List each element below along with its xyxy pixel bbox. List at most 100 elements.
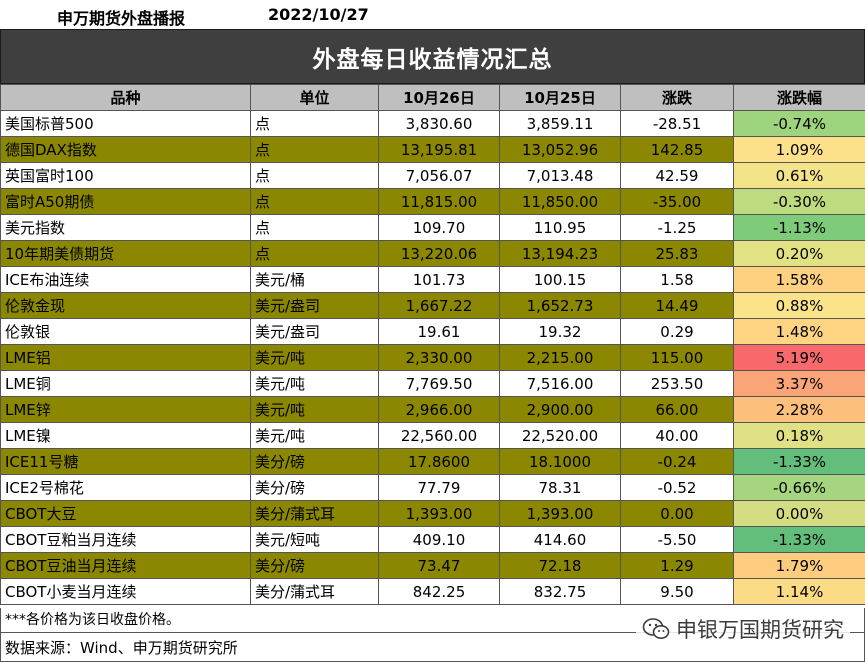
table-row: CBOT小麦当月连续 美分/蒲式耳 842.25 832.75 9.50 1.14% (0, 578, 865, 605)
price-oct26-cell: 842.25 (378, 578, 500, 605)
change-cell: 0.29 (620, 318, 734, 345)
product-name-cell: CBOT豆粕当月连续 (0, 526, 251, 553)
unit-cell: 点 (250, 162, 379, 189)
price-oct25-cell: 11,850.00 (499, 188, 621, 215)
change-cell: 253.50 (620, 370, 734, 397)
product-name-cell: CBOT小麦当月连续 (0, 578, 251, 605)
change-pct-cell: 1.58% (733, 266, 865, 293)
watermark-text: 申银万国期货研究 (676, 618, 844, 642)
price-oct26-cell: 73.47 (378, 552, 500, 579)
change-pct-cell: -1.33% (733, 448, 865, 475)
unit-cell: 美分/磅 (250, 448, 379, 475)
unit-cell: 美元/桶 (250, 266, 379, 293)
change-pct-cell: 1.14% (733, 578, 865, 605)
change-cell: 25.83 (620, 240, 734, 267)
change-cell: 66.00 (620, 396, 734, 423)
unit-cell: 美元/盎司 (250, 292, 379, 319)
unit-cell: 美分/磅 (250, 552, 379, 579)
unit-cell: 美元/吨 (250, 422, 379, 449)
price-oct25-cell: 13,194.23 (499, 240, 621, 267)
table-row: ICE布油连续 美元/桶 101.73 100.15 1.58 1.58% (0, 266, 865, 293)
change-pct-cell: 3.37% (733, 370, 865, 397)
price-oct25-cell: 100.15 (499, 266, 621, 293)
unit-cell: 点 (250, 136, 379, 163)
price-oct26-cell: 409.10 (378, 526, 500, 553)
change-cell: -0.52 (620, 474, 734, 501)
col-header-oct26: 10月26日 (378, 84, 500, 111)
product-name-cell: 德国DAX指数 (0, 136, 251, 163)
change-cell: 1.58 (620, 266, 734, 293)
unit-cell: 美元/吨 (250, 396, 379, 423)
unit-cell: 美分/蒲式耳 (250, 578, 379, 605)
change-pct-cell: -0.30% (733, 188, 865, 215)
product-name-cell: 美元指数 (0, 214, 251, 241)
change-cell: 115.00 (620, 344, 734, 371)
product-name-cell: 伦敦银 (0, 318, 251, 345)
product-name-cell: 10年期美债期货 (0, 240, 251, 267)
price-oct25-cell: 110.95 (499, 214, 621, 241)
price-oct25-cell: 3,859.11 (499, 110, 621, 137)
unit-cell: 美分/磅 (250, 474, 379, 501)
change-cell: -0.24 (620, 448, 734, 475)
price-oct25-cell: 2,900.00 (499, 396, 621, 423)
unit-cell: 点 (250, 214, 379, 241)
change-cell: 42.59 (620, 162, 734, 189)
product-name-cell: LME镍 (0, 422, 251, 449)
change-pct-cell: -0.66% (733, 474, 865, 501)
top-bar: 申万期货外盘播报 2022/10/27 (0, 0, 865, 29)
change-cell: 1.29 (620, 552, 734, 579)
price-oct26-cell: 17.8600 (378, 448, 500, 475)
product-name-cell: 美国标普500 (0, 110, 251, 137)
table-row: LME镍 美元/吨 22,560.00 22,520.00 40.00 0.18% (0, 422, 865, 449)
report-name: 申万期货外盘播报 (57, 9, 186, 28)
change-pct-cell: 0.88% (733, 292, 865, 319)
unit-cell: 美元/吨 (250, 344, 379, 371)
product-name-cell: 伦敦金现 (0, 292, 251, 319)
col-header-change: 涨跌 (620, 84, 734, 111)
change-pct-cell: 1.09% (733, 136, 865, 163)
price-oct26-cell: 11,815.00 (378, 188, 500, 215)
table-row: 美元指数点 109.70 110.95 -1.25 -1.13% (0, 214, 865, 241)
product-name-cell: CBOT豆油当月连续 (0, 552, 251, 579)
product-name-cell: LME铜 (0, 370, 251, 397)
price-oct26-cell: 2,330.00 (378, 344, 500, 371)
table-row: 美国标普500 点 3,830.60 3,859.11 -28.51 -0.74% (0, 110, 865, 137)
change-cell: 142.85 (620, 136, 734, 163)
table-row: 英国富时100 点 7,056.07 7,013.48 42.59 0.61% (0, 162, 865, 189)
price-oct25-cell: 72.18 (499, 552, 621, 579)
col-header-change-pct: 涨跌幅 (733, 84, 865, 111)
price-oct26-cell: 13,220.06 (378, 240, 500, 267)
product-name-cell: 英国富时100 (0, 162, 251, 189)
change-pct-cell: 1.79% (733, 552, 865, 579)
table-row: ICE11号糖 美分/磅 17.8600 18.1000 -0.24 -1.33% (0, 448, 865, 475)
price-oct25-cell: 1,652.73 (499, 292, 621, 319)
table-row: LME锌 美元/吨 2,966.00 2,900.00 66.00 2.28% (0, 396, 865, 423)
price-oct26-cell: 101.73 (378, 266, 500, 293)
change-cell: 14.49 (620, 292, 734, 319)
table-row: CBOT大豆 美分/蒲式耳 1,393.00 1,393.00 0.00 0.00% (0, 500, 865, 527)
unit-cell: 点 (250, 110, 379, 137)
table-row: 伦敦金现 美元/盎司 1,667.22 1,652.73 14.49 0.88% (0, 292, 865, 319)
change-cell: -5.50 (620, 526, 734, 553)
report-date: 2022/10/27 (268, 5, 369, 24)
change-cell: 0.00 (620, 500, 734, 527)
price-oct26-cell: 7,056.07 (378, 162, 500, 189)
summary-table: 品种 单位 10月26日 10月25日 涨跌 涨跌幅 美国标普500 点 3,830… (0, 84, 865, 605)
change-pct-cell: 0.18% (733, 422, 865, 449)
price-oct25-cell: 7,013.48 (499, 162, 621, 189)
change-pct-cell: 1.48% (733, 318, 865, 345)
table-row: 10年期美债期货点 13,220.06 13,194.23 25.83 0.20% (0, 240, 865, 267)
product-name-cell: LME锌 (0, 396, 251, 423)
table-row: ICE2号棉花 美分/磅 77.79 78.31 -0.52 -0.66% (0, 474, 865, 501)
product-name-cell: ICE布油连续 (0, 266, 251, 293)
product-name-cell: ICE2号棉花 (0, 474, 251, 501)
product-name-cell: 富时A50期债 (0, 188, 251, 215)
table-row: CBOT豆粕当月连续 美元/短吨 409.10 414.60 -5.50 -1.33% (0, 526, 865, 553)
price-oct26-cell: 1,393.00 (378, 500, 500, 527)
change-pct-cell: 0.20% (733, 240, 865, 267)
change-cell: 9.50 (620, 578, 734, 605)
price-oct25-cell: 13,052.96 (499, 136, 621, 163)
price-oct25-cell: 19.32 (499, 318, 621, 345)
change-pct-cell: 0.61% (733, 162, 865, 189)
table-header-row: 品种 单位 10月26日 10月25日 涨跌 涨跌幅 (0, 84, 865, 111)
